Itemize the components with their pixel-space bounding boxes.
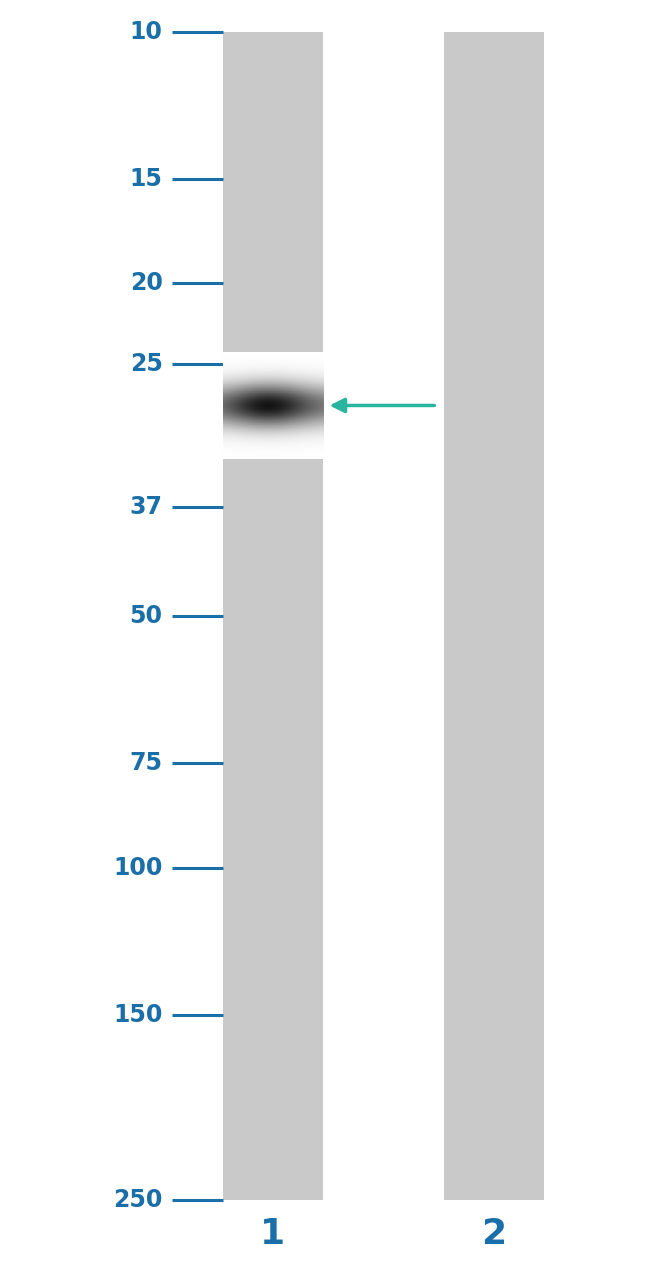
- Text: 250: 250: [113, 1189, 162, 1212]
- Text: 20: 20: [129, 272, 162, 296]
- Bar: [222, 32, 323, 1200]
- Text: 75: 75: [129, 751, 162, 775]
- Bar: [443, 32, 545, 1200]
- Text: 50: 50: [129, 605, 162, 627]
- Text: 15: 15: [129, 166, 162, 190]
- Text: 25: 25: [129, 352, 162, 376]
- Text: 2: 2: [482, 1218, 506, 1251]
- Text: 37: 37: [129, 494, 162, 518]
- Text: 10: 10: [129, 20, 162, 43]
- Text: 150: 150: [113, 1003, 162, 1026]
- Text: 1: 1: [261, 1218, 285, 1251]
- Text: 100: 100: [113, 856, 162, 880]
